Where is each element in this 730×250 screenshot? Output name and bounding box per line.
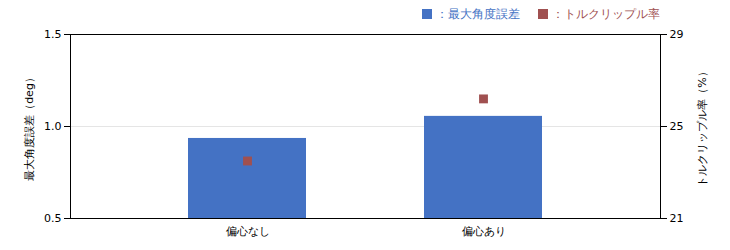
svg-text:0.5: 0.5: [44, 212, 62, 225]
svg-text:21: 21: [670, 212, 684, 225]
svg-text:トルクリップル率（%）: トルクリップル率（%）: [696, 66, 709, 186]
svg-text:偏心あり: 偏心あり: [462, 225, 506, 238]
svg-text:偏心なし: 偏心なし: [226, 225, 270, 238]
svg-text:29: 29: [670, 28, 684, 41]
html-text:：最大角度誤差: ：最大角度誤差: [436, 6, 520, 21]
html-text:：トルクリップル率: ：トルクリップル率: [552, 6, 660, 21]
svg-text:最大角度誤差（deg）: 最大角度誤差（deg）: [23, 72, 36, 181]
svg-text:1.5: 1.5: [44, 28, 62, 41]
svg-text:25: 25: [670, 120, 684, 133]
svg-text:1.0: 1.0: [44, 120, 62, 133]
